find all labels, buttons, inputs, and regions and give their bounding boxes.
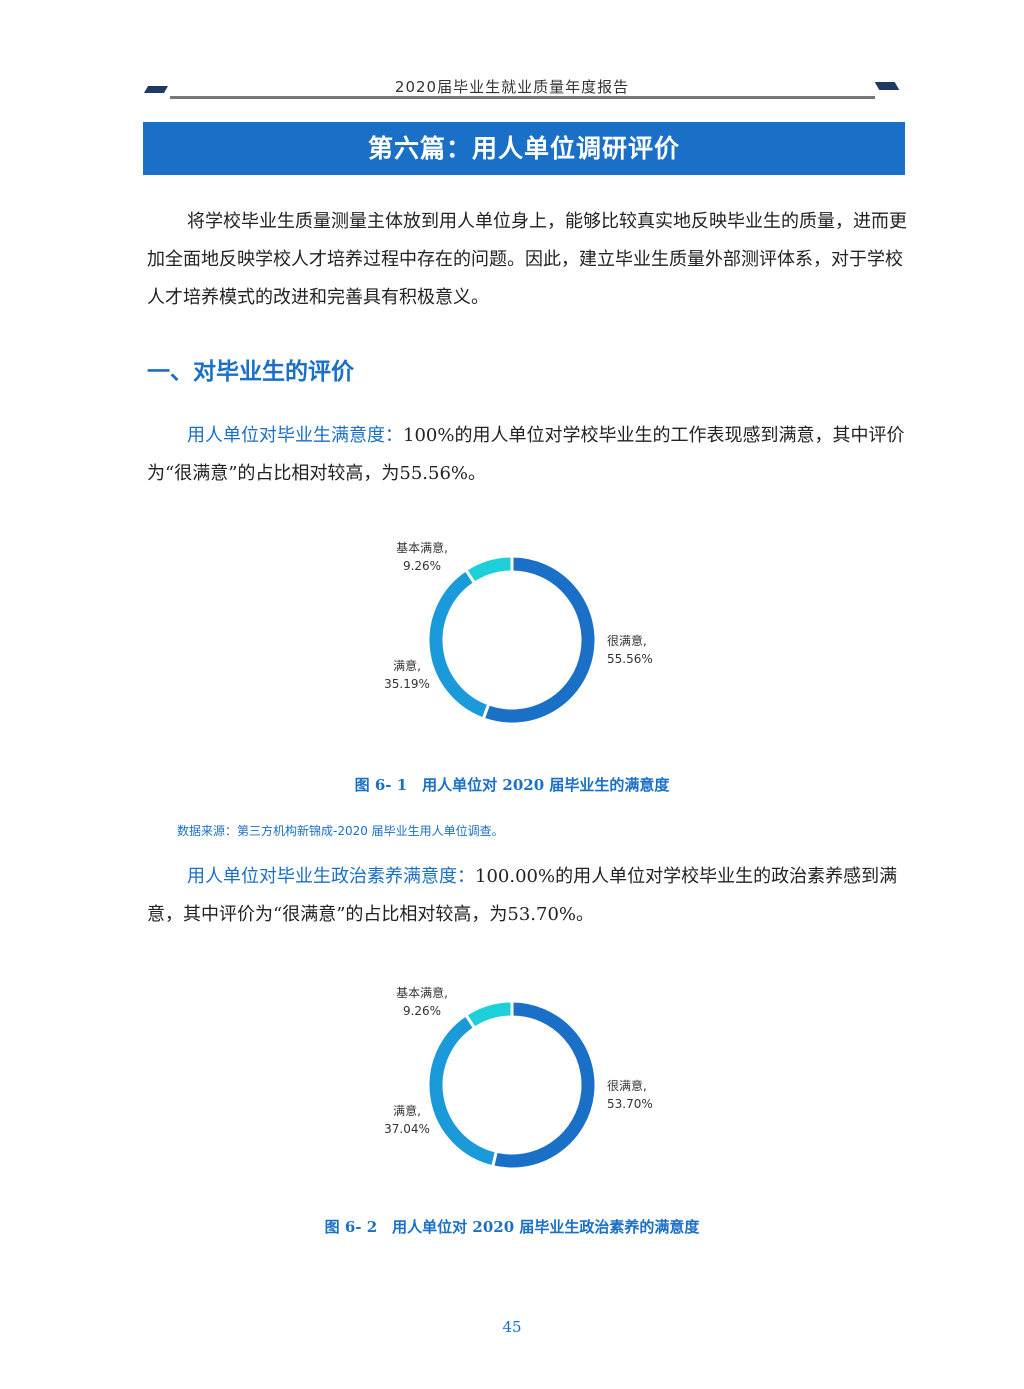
paragraph-political: 用人单位对毕业生政治素养满意度：100.00%的用人单位对学校毕业生的政治素养感… [147,858,912,934]
data-label: 53.70% [607,1097,653,1111]
donut-chart-2: 很满意, 53.70% 满意, 37.04% 基本满意, 9.26% [384,985,653,1171]
data-label: 很满意, [607,633,647,648]
data-source-note: 数据来源：第三方机构新锦成-2020 届毕业生用人单位调查。 [177,824,504,838]
data-label: 很满意, [607,1078,647,1093]
data-label: 35.19% [384,677,430,691]
donut-slice-满意 [426,1012,499,1169]
donut-slice-满意 [426,567,491,721]
data-label: 基本满意, [396,985,448,1000]
header-decoration-right [874,82,900,90]
donut-slice-很满意 [481,554,598,726]
page-number: 45 [502,1318,522,1336]
paragraph-lead: 用人单位对毕业生政治素养满意度： [187,866,475,887]
donut-chart-1: 很满意, 55.56% 满意, 35.19% 基本满意, 9.26% [384,540,653,726]
paragraph-text: 100%的用人单位对学校毕业生的工作表现感到满意，其中评价为“很满意”的占比相对… [147,425,905,484]
paragraph-lead: 用人单位对毕业生满意度： [187,425,403,446]
data-label: 55.56% [607,652,653,666]
data-label: 9.26% [403,559,441,573]
figure-caption-1: 图 6- 1 用人单位对 2020 届毕业生的满意度 [354,776,670,794]
chapter-banner: 第六篇：用人单位调研评价 [143,122,905,175]
donut-slice-很满意 [490,999,598,1171]
paragraph-text: 100.00%的用人单位对学校毕业生的政治素养感到满意，其中评价为“很满意”的占… [147,866,898,925]
data-label: 满意, [393,1103,421,1118]
donut-slice-基本满意 [463,999,514,1031]
data-label: 9.26% [403,1004,441,1018]
data-label: 37.04% [384,1122,430,1136]
figure-caption-2: 图 6- 2 用人单位对 2020 届毕业生政治素养的满意度 [324,1218,700,1236]
section-heading: 一、对毕业生的评价 [147,359,354,385]
intro-paragraph: 将学校毕业生质量测量主体放到用人单位身上，能够比较真实地反映毕业生的质量，进而更… [147,211,907,308]
header-rule [170,96,875,99]
paragraph-satisfaction: 用人单位对毕业生满意度：100%的用人单位对学校毕业生的工作表现感到满意，其中评… [147,417,912,493]
data-label: 基本满意, [396,540,448,555]
data-label: 满意, [393,658,421,673]
running-header: 2020届毕业生就业质量年度报告 [394,78,630,96]
donut-slice-基本满意 [463,554,514,586]
